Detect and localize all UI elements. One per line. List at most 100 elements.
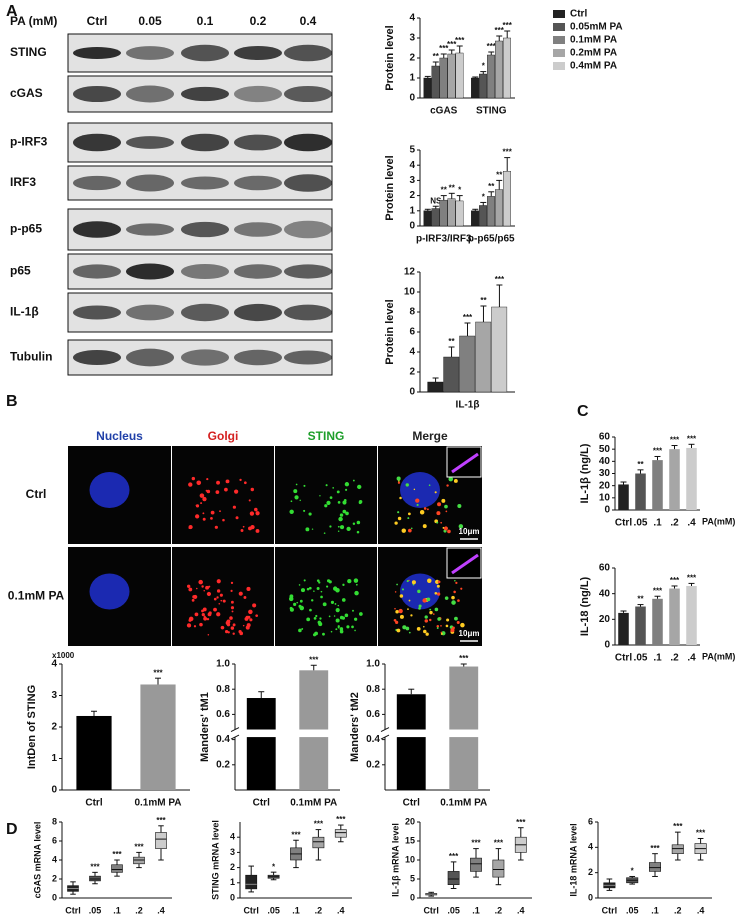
signal-dot xyxy=(191,598,195,602)
signal-dot xyxy=(450,628,455,633)
signal-dot xyxy=(337,530,340,532)
box xyxy=(312,836,325,849)
legend-swatch xyxy=(553,10,565,18)
y-axis-label: IL-1β mRNA level xyxy=(390,823,400,897)
significance-label: *** xyxy=(134,843,144,852)
significance-label: ** xyxy=(488,182,495,191)
y-tick-label: 4 xyxy=(51,659,57,670)
signal-dot xyxy=(418,607,421,610)
y-tick-label: 8 xyxy=(409,307,415,318)
x-tick-label: .2 xyxy=(670,518,679,529)
y-tick-label: 2 xyxy=(52,873,57,883)
blot-band xyxy=(234,264,282,279)
y-tick-label: 30 xyxy=(599,468,611,479)
signal-dot xyxy=(335,618,340,623)
signal-dot xyxy=(300,588,306,593)
blot-band xyxy=(126,174,174,192)
blot-band xyxy=(284,174,332,192)
legend-label: Ctrl xyxy=(570,9,587,20)
blot-band xyxy=(73,264,121,279)
signal-dot xyxy=(314,631,318,636)
y-tick-label: 3 xyxy=(51,690,57,701)
signal-dot xyxy=(405,483,409,487)
significance-label: *** xyxy=(495,26,505,35)
signal-dot xyxy=(308,586,312,590)
y-tick-label: 4 xyxy=(52,854,57,864)
y-tick-label: 50 xyxy=(599,444,611,455)
x-tick-label: .2 xyxy=(670,653,679,664)
lane-label: 0.4 xyxy=(300,14,317,28)
signal-dot xyxy=(456,620,460,625)
blot-row-label: p65 xyxy=(10,264,31,278)
significance-label: *** xyxy=(673,822,683,831)
bar xyxy=(439,57,448,99)
signal-dot xyxy=(199,493,205,498)
signal-dot xyxy=(230,581,234,585)
y-tick-label: 4 xyxy=(409,160,415,171)
signal-dot xyxy=(394,607,396,610)
signal-dot xyxy=(410,614,413,617)
bar xyxy=(495,189,503,227)
signal-dot xyxy=(342,500,347,505)
signal-dot xyxy=(332,487,335,489)
y-tick-label: 0.4 xyxy=(216,734,230,745)
x-tick-label: .2 xyxy=(135,905,143,915)
bar xyxy=(443,356,460,393)
signal-dot xyxy=(423,629,427,634)
y-tick-label: 2 xyxy=(409,53,415,64)
bar xyxy=(455,200,464,227)
x-tick-label: Ctrl xyxy=(403,798,420,809)
significance-label: ** xyxy=(433,52,440,61)
box xyxy=(492,859,505,878)
signal-dot xyxy=(354,590,359,596)
signal-dot xyxy=(201,613,205,617)
signal-dot xyxy=(301,627,304,630)
signal-dot xyxy=(397,511,400,514)
signal-dot xyxy=(243,481,247,485)
signal-dot xyxy=(397,516,402,521)
signal-dot xyxy=(410,527,413,530)
y-tick-label: 1 xyxy=(409,205,415,216)
signal-dot xyxy=(216,589,221,593)
signal-dot xyxy=(443,526,448,531)
signal-dot xyxy=(230,606,235,610)
significance-label: *** xyxy=(487,42,497,51)
y-tick-label: 0 xyxy=(604,505,610,516)
signal-dot xyxy=(395,609,399,614)
signal-dot xyxy=(234,489,239,494)
y-tick-label: 5 xyxy=(409,145,415,156)
signal-dot xyxy=(188,587,193,592)
signal-dot xyxy=(440,631,443,634)
signal-dot xyxy=(216,480,220,485)
signal-dot xyxy=(406,580,409,583)
x-tick-label: STING xyxy=(476,106,507,117)
signal-dot xyxy=(324,504,328,508)
blot-band xyxy=(73,221,121,238)
bar xyxy=(495,40,503,99)
signal-dot xyxy=(434,607,439,612)
signal-dot xyxy=(227,631,230,634)
signal-dot xyxy=(201,585,204,588)
signal-dot xyxy=(445,510,448,513)
signal-dot xyxy=(405,626,410,631)
signal-dot xyxy=(203,590,205,592)
y-tick-label: 2 xyxy=(51,722,57,733)
signal-dot xyxy=(425,632,429,636)
y-tick-label: 2 xyxy=(588,867,593,877)
axis-break-mark xyxy=(380,727,390,732)
signal-dot xyxy=(417,589,421,594)
blot-band xyxy=(234,134,282,151)
signal-dot xyxy=(446,484,449,487)
signal-dot xyxy=(448,476,454,482)
signal-dot xyxy=(202,512,205,515)
signal-dot xyxy=(214,525,218,529)
y-tick-label: 0.6 xyxy=(216,709,230,720)
signal-dot xyxy=(429,610,433,615)
image-column-label: STING xyxy=(308,429,345,443)
signal-dot xyxy=(320,595,323,599)
x-tick-label: .1 xyxy=(651,905,659,915)
signal-dot xyxy=(346,625,350,629)
signal-dot xyxy=(195,514,200,519)
y-tick-label: 15 xyxy=(405,835,415,845)
